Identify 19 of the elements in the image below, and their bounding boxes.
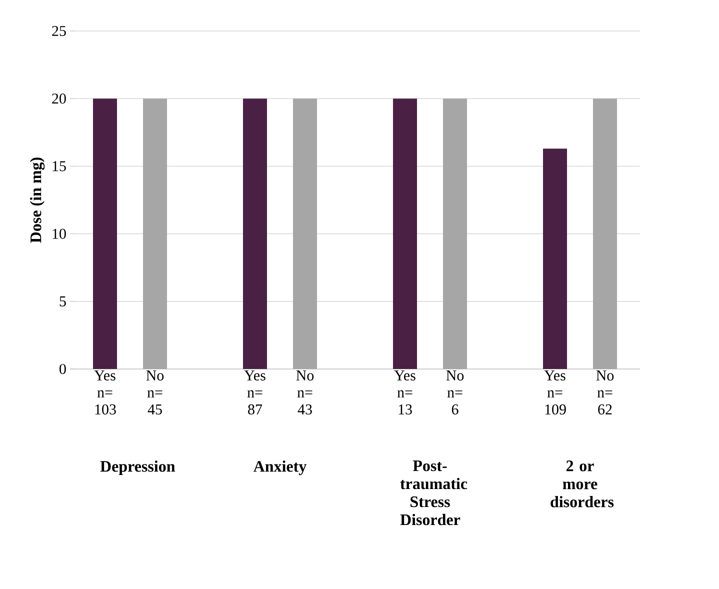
x-tick-label: No n= 62 — [596, 370, 614, 414]
x-tick-label: Yes n= 87 — [244, 370, 266, 414]
x-tick-label: Yes n= 103 — [94, 370, 116, 414]
text: Post-traumatic Stress Disorder — [400, 460, 468, 526]
text: Anxiety — [253, 460, 307, 476]
y-tick-label: 20 — [52, 94, 66, 104]
x-tick-label: Yes n= 13 — [394, 370, 416, 414]
x-tick-label: No n= 45 — [146, 370, 164, 414]
text: 2 or more disorders — [550, 460, 614, 508]
y-axis-title: Dose (in mg) — [30, 158, 45, 243]
y-tick-label: 25 — [52, 26, 66, 36]
y-tick-label: 10 — [52, 228, 66, 239]
x-tick-label: No n= 43 — [296, 370, 314, 414]
y-tick-label: 0 — [60, 364, 66, 374]
y-tick-label: 15 — [52, 161, 66, 172]
y-tick-label: 5 — [60, 296, 66, 306]
x-tick-label: Yes n= 109 — [544, 370, 566, 414]
text: Depression — [100, 460, 176, 476]
x-tick-label: No n= 6 — [446, 370, 464, 414]
